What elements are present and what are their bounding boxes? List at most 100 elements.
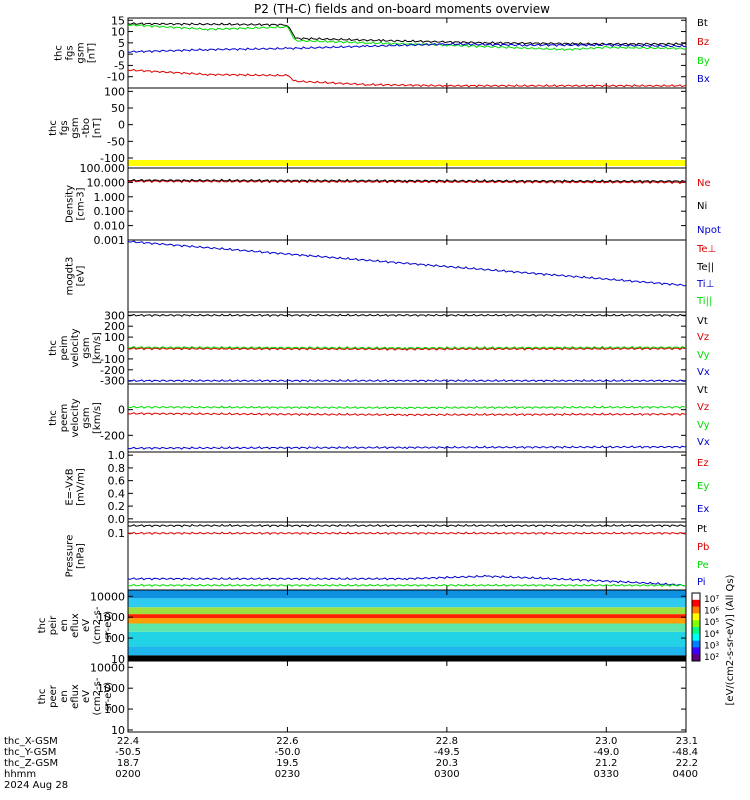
y-axis-label-line: velocity (70, 328, 81, 367)
y-tick-label: 0 (118, 404, 125, 417)
legend-entry-Te⊥: Te⊥ (696, 244, 716, 255)
colorbar-tick-label: 10³ (704, 641, 719, 651)
x-tick-value: -49.5 (434, 747, 460, 758)
panel-frame (127, 167, 687, 241)
y-tick-label: 100 (104, 331, 125, 344)
y-axis-label-line: thc (48, 120, 59, 136)
colorbar-frame (691, 592, 701, 662)
y-axis-label-line: en (59, 690, 70, 703)
panel-10: 10000 1000 100 10 thc peer en eflux eV (cm2-s-sr-… (37, 660, 687, 737)
legend-entry-Vz: Vz (697, 402, 709, 413)
series-line-By (127, 23, 687, 52)
series-line-Bt (127, 22, 687, 46)
panel-frame (127, 239, 687, 313)
x-tick-value: 23.0 (595, 736, 617, 747)
legend-entry-Vx: Vx (697, 367, 710, 378)
y-axis-label-line: peir (48, 615, 59, 635)
series-line-Bz (127, 68, 687, 88)
y-tick-label: 0 (118, 48, 125, 61)
panel-frame (127, 660, 687, 733)
y-axis-label: Pressure [nPa] (65, 535, 87, 578)
series-line-Pb (127, 531, 687, 535)
y-axis-label-line: [eV] (76, 266, 87, 287)
x-row-label: thc_Z-GSM (4, 758, 58, 769)
series-line-Ni (127, 178, 687, 183)
y-axis-label: mogdt3 [eV] (65, 257, 87, 296)
y-axis-label-line: fgs (59, 120, 70, 135)
y-axis-label-line: [nT] (92, 118, 103, 138)
y-axis-label-line: gsm (70, 117, 81, 138)
y-tick-label: 200 (104, 320, 125, 333)
y-tick-label: -10 (107, 71, 125, 84)
colorbar-tick-label: 10⁴ (704, 630, 719, 640)
colorbar-tick-label: 10⁶ (704, 607, 719, 617)
series-line-Pi (127, 574, 687, 587)
y-axis-label-line: thc (48, 340, 59, 356)
series-line-Vz (127, 412, 687, 417)
series-line-Vy (127, 405, 687, 410)
legend-entry-Npot: Npot (697, 225, 721, 236)
x-tick-value: -49.0 (593, 747, 619, 758)
y-tick-label: 0 (118, 342, 125, 355)
y-tick-label: 300 (104, 309, 125, 322)
y-tick-label: 100 (104, 85, 125, 98)
colorbar-segment-3 (692, 606, 700, 614)
x-tick-value: 0330 (594, 769, 619, 780)
x-tick-value: -50.0 (274, 747, 300, 758)
legend-entry-Ne: Ne (697, 178, 711, 189)
series-line-Ti⊥ (127, 240, 687, 287)
panel-8: 0.1 Pressure [nPa] Pt Pb Pe Pi (65, 521, 709, 591)
x-tick-value: 21.2 (595, 758, 617, 769)
x-tick-value: 0230 (275, 769, 300, 780)
y-axis-label-line: sr-eV) (103, 611, 114, 640)
y-tick-label: -50 (107, 135, 125, 148)
legend-entry-Vx: Vx (697, 437, 710, 448)
y-tick-label: 50 (111, 102, 125, 115)
quality-flag-band (128, 160, 686, 166)
y-axis-label: thc peir en eflux eV (cm2-s-sr-eV) (37, 606, 114, 644)
x-tick-value: 0300 (434, 769, 459, 780)
legend-entry-Pb: Pb (697, 542, 709, 553)
colorbar-segment-7 (692, 633, 700, 642)
y-axis-label-line: [cm-3] (76, 187, 87, 220)
colorbar-segment-8 (692, 640, 700, 648)
x-tick-value: 22.8 (436, 736, 458, 747)
x-tick-value: 22.4 (117, 736, 139, 747)
x-row-label: thc_Y-GSM (4, 747, 56, 758)
x-row-label: thc_X-GSM (4, 736, 58, 747)
panel-4: mogdt3 [eV] Te⊥ Te|| Ti⊥ Ti|| (65, 239, 716, 313)
y-tick-label: 0.100 (94, 205, 126, 218)
legend-entry-Vt: Vt (697, 316, 708, 327)
series-line-Vx (127, 445, 687, 450)
y-tick-label: 10.000 (87, 176, 126, 189)
y-tick-label: 100 (104, 632, 125, 645)
colorbar-segment-4 (692, 613, 700, 621)
y-tick-label: 0.1 (108, 527, 126, 540)
legend-entry-Ex: Ex (697, 504, 709, 515)
y-axis-label-line: peim (59, 335, 70, 360)
x-tick-value: 0400 (673, 769, 698, 780)
y-tick-label: 0.010 (94, 220, 126, 233)
y-axis-label-line: [km/s] (92, 332, 103, 364)
y-axis-label-line: gsm (76, 42, 87, 63)
y-tick-label: 10 (111, 724, 125, 737)
y-axis-label-line: (cm2-s- (92, 606, 103, 644)
y-tick-label: 0.001 (94, 234, 126, 247)
legend-entry-Vy: Vy (697, 420, 710, 431)
colorbar-segment-10 (692, 654, 700, 662)
spectrogram-band-3 (128, 631, 686, 647)
x-tick-value: -48.4 (672, 747, 698, 758)
series-line-Pt (127, 523, 687, 528)
legend-entry-Ti⊥: Ti⊥ (696, 279, 714, 290)
y-tick-label: 10000 (90, 661, 125, 674)
y-tick-label: 100 (104, 703, 125, 716)
legend-entry-Bz: Bz (697, 37, 709, 48)
y-axis-label: thc peim velocity gsm [km/s] (48, 328, 103, 367)
panel-frame (127, 87, 687, 169)
y-tick-label: -5 (114, 59, 125, 72)
y-axis-label-line: eV (81, 690, 92, 703)
colorbar-segment-9 (692, 647, 700, 655)
x-tick-value: 0200 (115, 769, 140, 780)
